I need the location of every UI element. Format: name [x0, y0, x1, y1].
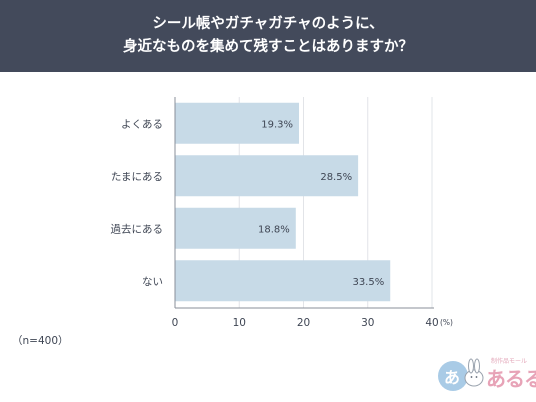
bar — [175, 260, 391, 302]
logo-text: あるる — [486, 367, 536, 391]
x-tick-label: 30 — [361, 317, 374, 329]
x-tick-label: 40 — [425, 317, 438, 329]
x-tick-label: 0 — [172, 317, 179, 329]
logo-caption: 制作品モール — [491, 358, 528, 365]
title-line-1: シール帳やガチャガチャのように、 — [152, 16, 384, 32]
title-line-2: 身近なものを集めて残すことはありますか？ — [123, 39, 413, 55]
x-tick-label: 20 — [297, 317, 310, 329]
data-label: 18.8% — [258, 224, 290, 235]
category-label: たまにある — [111, 171, 163, 183]
header: シール帳やガチャガチャのように、 身近なものを集めて残すことはありますか？ — [0, 0, 536, 72]
sample-size-note: （n=400） — [12, 335, 69, 347]
bar — [175, 102, 300, 144]
data-label: 19.3% — [261, 119, 293, 130]
svg-text:あ: あ — [444, 368, 460, 387]
bar — [175, 155, 359, 197]
data-label: 33.5% — [352, 277, 384, 288]
x-axis-unit: (%) — [440, 318, 453, 327]
bar — [175, 207, 296, 249]
data-label: 28.5% — [320, 172, 352, 183]
logo-mark: あ — [438, 358, 484, 391]
category-label: 過去にある — [111, 223, 164, 235]
category-label: よくある — [121, 118, 163, 130]
category-label: ない — [142, 276, 163, 288]
x-tick-label: 10 — [233, 317, 246, 329]
